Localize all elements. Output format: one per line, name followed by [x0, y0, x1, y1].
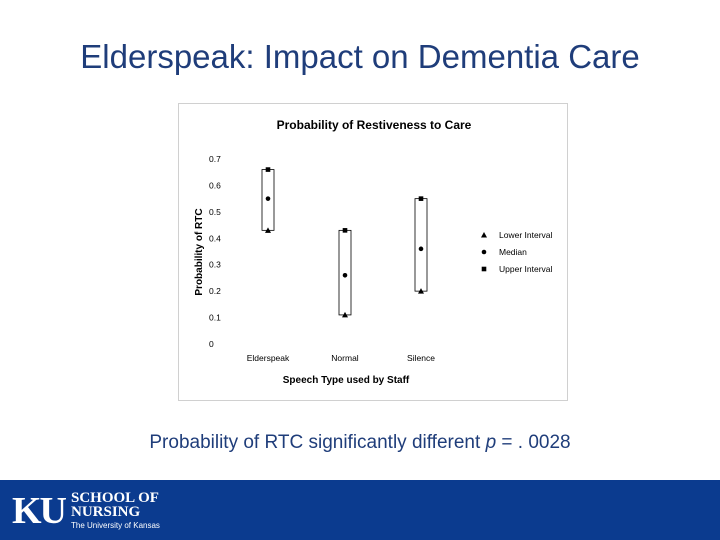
legend-marker-square: [481, 266, 487, 272]
logo-ku-mark: KU: [12, 490, 67, 532]
data-point-triangle: [265, 227, 271, 233]
chart-marks: [261, 167, 428, 318]
chart-svg: Probability of Restiveness to Care Proba…: [194, 118, 552, 386]
data-point-square: [342, 228, 348, 233]
chart-title: Probability of Restiveness to Care: [277, 118, 472, 132]
footer-bar: [0, 480, 720, 540]
data-point-circle: [418, 246, 424, 252]
chart-legend: Lower Interval Median Upper Interval: [481, 230, 552, 274]
x-category-label: Normal: [331, 353, 359, 363]
logo-line-3: The University of Kansas: [71, 521, 160, 530]
legend-label: Upper Interval: [499, 264, 552, 274]
y-tick-label: 0.5: [209, 207, 221, 217]
data-point-circle: [265, 196, 271, 201]
y-tick-label: 0.6: [209, 180, 221, 190]
logo-text: SCHOOL OF NURSING The University of Kans…: [71, 491, 160, 531]
x-category-label: Elderspeak: [247, 353, 290, 363]
legend-label: Median: [499, 247, 527, 257]
caption-p-symbol: p: [485, 432, 497, 453]
logo-line-1: SCHOOL OF: [71, 490, 159, 506]
legend-marker-circle: [481, 249, 487, 255]
data-point-square: [265, 167, 271, 172]
data-point-square: [418, 196, 424, 201]
caption-p-value: = . 0028: [496, 432, 571, 453]
x-category-labels: Elderspeak Normal Silence: [247, 353, 435, 363]
y-tick-label: 0.1: [209, 313, 221, 323]
logo-line-2: NURSING: [71, 504, 141, 520]
x-axis-label: Speech Type used by Staff: [283, 375, 410, 386]
data-point-circle: [342, 272, 348, 278]
y-tick-labels: 0 0.1 0.2 0.3 0.4 0.5 0.6 0.7: [209, 154, 221, 349]
legend-label: Lower Interval: [499, 230, 552, 240]
chart-figure: Probability of Restiveness to Care Proba…: [178, 103, 568, 401]
caption: Probability of RTC significantly differe…: [0, 432, 720, 454]
caption-text: Probability of RTC significantly differe…: [149, 432, 486, 453]
y-tick-label: 0.7: [209, 154, 221, 164]
ku-nursing-logo: KU SCHOOL OF NURSING The University of K…: [12, 488, 160, 534]
y-tick-label: 0.4: [209, 233, 221, 243]
interval-box: [338, 229, 352, 316]
slide-title: Elderspeak: Impact on Dementia Care: [80, 38, 640, 75]
y-tick-label: 0.3: [209, 260, 221, 270]
x-category-label: Silence: [407, 353, 435, 363]
interval-box: [414, 198, 428, 292]
data-point-triangle: [342, 311, 348, 318]
legend-marker-triangle: [481, 232, 487, 238]
data-point-triangle: [418, 288, 424, 294]
y-tick-label: 0: [209, 339, 214, 349]
y-axis-label: Probability of RTC: [194, 208, 205, 295]
y-tick-label: 0.2: [209, 286, 221, 296]
